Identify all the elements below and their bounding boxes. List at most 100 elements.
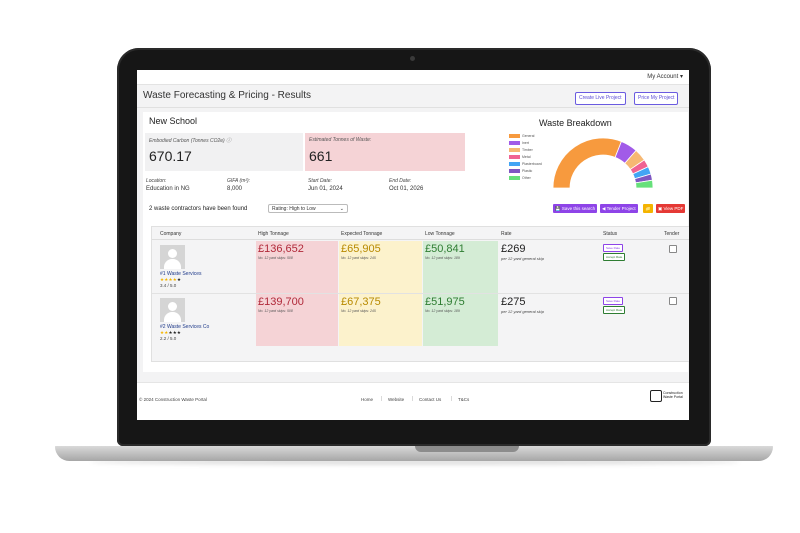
laptop-hinge-notch [415,446,519,452]
rate-description: per 12 yard general skip [501,256,544,261]
laptop-lid: My Account ▾ Waste Forecasting & Pricing… [117,48,711,446]
expected-tonnage-cell: £65,905 No. 12 yard skips: 245 [339,241,422,293]
company-logo-placeholder [160,245,185,269]
save-search-button[interactable]: 💾 Save this search [553,204,598,213]
legend-swatch [509,141,520,145]
top-nav: My Account ▾ [137,70,689,85]
page-title: Waste Forecasting & Pricing - Results [143,90,312,101]
high-price: £139,700 [258,296,304,308]
table-row: #2 Waste Services Co ★★★★★ 2.2 / 5.0 £13… [152,294,689,346]
col-tender: Tender [664,231,680,237]
high-tonnage-cell: £139,700 No. 12 yard skips: 508 [256,294,338,346]
embodied-carbon-card: Embodied Carbon (Tonnes CO2e) ⓘ 670.17 [145,133,303,171]
legend-swatch [509,148,520,152]
estimated-waste-card: Estimated Tonnes of Waste: 661 [305,133,465,171]
laptop-base [55,446,773,461]
chart-title: Waste Breakdown [539,118,612,128]
company-logo-placeholder [160,298,185,322]
table-row: #1 Waste Services ★★★★★ 3.4 / 5.0 £136,6… [152,241,689,293]
create-live-project-button[interactable]: Create Live Project [575,92,626,105]
footer-link-terms[interactable]: T&Cs [458,397,470,402]
footer-link-website[interactable]: Website [388,397,405,402]
end-date-label: End Date: [389,178,412,184]
legend-label: Timber [522,148,533,152]
low-skips: No. 12 yard skips: 189 [425,256,460,260]
rate-description: per 12 yard general skip [501,309,544,314]
col-low-tonnage: Low Tonnage [425,231,455,237]
row-divider [152,293,689,294]
legend-label: Inert [522,141,530,145]
laptop-screen: My Account ▾ Waste Forecasting & Pricing… [137,70,689,420]
tender-checkbox[interactable] [669,297,677,305]
folder-icon[interactable]: 📁 [643,204,653,213]
company-name-link[interactable]: #2 Waste Services Co [160,324,210,330]
footer-separator: | [451,396,453,402]
expected-skips: No. 12 yard skips: 245 [341,309,376,313]
accept-rate-button[interactable]: Accept Rate [603,306,626,314]
legend-label: Other [522,176,531,180]
expected-price: £65,905 [341,243,381,255]
estimated-waste-value: 661 [309,148,333,164]
sort-select-value: Rating: High to Low [272,206,316,212]
donut-slice-general [552,137,622,189]
chevron-down-icon: ⌄ [339,206,344,212]
tender-project-button[interactable]: ◀ Tender Project [600,204,638,213]
waste-breakdown-chart [552,137,654,189]
legend-swatch [509,134,520,138]
tender-checkbox[interactable] [669,245,677,253]
footer-link-home[interactable]: Home [361,397,374,402]
my-account-menu[interactable]: My Account ▾ [647,74,683,80]
estimated-waste-label: Estimated Tonnes of Waste: [309,137,372,143]
save-rate-button[interactable]: Save Rate [603,244,624,252]
rate-price: £269 [501,243,526,255]
embodied-carbon-label: Embodied Carbon (Tonnes CO2e) ⓘ [149,138,232,144]
low-tonnage-cell: £51,975 No. 12 yard skips: 189 [423,294,498,346]
low-price: £51,975 [425,296,465,308]
end-date-value: Oct 01, 2026 [389,186,424,192]
embodied-carbon-value: 670.17 [149,148,192,164]
price-my-project-button[interactable]: Price My Project [634,92,679,105]
donut-slice-other [635,179,654,189]
gifa-value: 8,000 [227,186,243,192]
rate-cell: £275 per 12 yard general skip [501,294,596,346]
start-date-label: Start Date: [308,178,332,184]
contractors-table: Company High Tonnage Expected Tonnage Lo… [151,226,689,362]
legend-swatch [509,162,520,166]
col-high-tonnage: High Tonnage [258,231,289,237]
legend-label: Plasterboard [522,162,542,166]
results-panel: New School Embodied Carbon (Tonnes CO2e)… [143,112,689,372]
webcam [410,56,415,61]
legend-swatch [509,155,520,159]
copyright-text: © 2024 Construction Waste Portal [139,397,207,402]
high-skips: No. 12 yard skips: 508 [258,256,293,260]
rating-stars: ★★★★★ [160,330,182,335]
contractors-found-text: 2 waste contractors have been found [149,206,248,212]
start-date-value: Jun 01, 2024 [308,186,343,192]
low-price: £50,841 [425,243,465,255]
sort-select[interactable]: Rating: High to Low ⌄ [268,204,348,213]
rate-price: £275 [501,296,526,308]
gifa-label: GIFA (m²): [227,178,251,184]
expected-skips: No. 12 yard skips: 245 [341,256,376,260]
col-expected-tonnage: Expected Tonnage [341,231,383,237]
footer-separator: | [381,396,383,402]
legend-label: Metal [522,155,531,159]
expected-tonnage-cell: £67,375 No. 12 yard skips: 245 [339,294,422,346]
view-pdf-button[interactable]: ▣ View PDF [656,204,686,213]
rate-cell: £269 per 12 yard general skip [501,241,596,293]
rating-stars: ★★★★★ [160,277,182,282]
accept-rate-button[interactable]: Accept Rate [603,253,626,261]
location-value: Education in NG [146,186,190,192]
high-price: £136,652 [258,243,304,255]
save-rate-button[interactable]: Save Rate [603,297,624,305]
expected-price: £67,375 [341,296,381,308]
low-tonnage-cell: £50,841 No. 12 yard skips: 189 [423,241,498,293]
legend-label: General [522,134,535,138]
location-label: Location: [146,178,167,184]
rating-score: 3.4 / 5.0 [160,283,177,288]
footer-link-contact[interactable]: Contact Us [419,397,442,402]
legend-swatch [509,176,520,180]
col-company: Company [160,231,182,237]
title-bar: Waste Forecasting & Pricing - Results Cr… [137,85,689,108]
company-name-link[interactable]: #1 Waste Services [160,271,202,277]
